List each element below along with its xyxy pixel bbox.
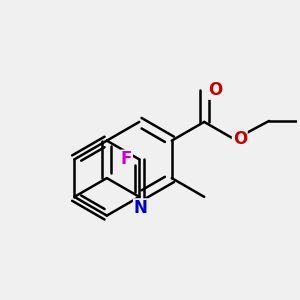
Text: F: F bbox=[121, 150, 132, 168]
Text: O: O bbox=[208, 81, 223, 99]
Text: O: O bbox=[233, 130, 247, 148]
Text: N: N bbox=[134, 199, 148, 217]
